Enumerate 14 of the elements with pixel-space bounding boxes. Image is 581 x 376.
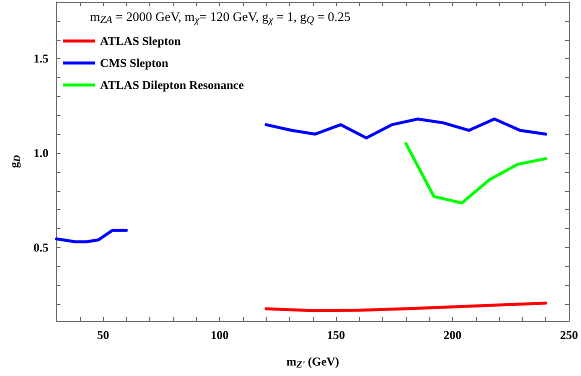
line-series	[404, 142, 548, 205]
y-axis-title: gD	[7, 154, 24, 168]
legend-label: ATLAS Dilepton Resonance	[100, 78, 244, 92]
line-series	[264, 302, 548, 312]
x-tick-label: 200	[444, 328, 462, 342]
y-tick-label: 1.5	[34, 52, 48, 66]
x-tick-label: 50	[97, 328, 110, 342]
y-tick-label: 0.5	[34, 240, 48, 254]
x-tick-label: 100	[210, 328, 229, 342]
x-tick-label: 250	[560, 328, 578, 342]
x-tick-label: 150	[327, 328, 346, 342]
y-tick-label: 1.0	[34, 146, 48, 160]
legend-label: ATLAS Slepton	[100, 34, 182, 48]
legend-label: CMS Slepton	[100, 56, 169, 70]
